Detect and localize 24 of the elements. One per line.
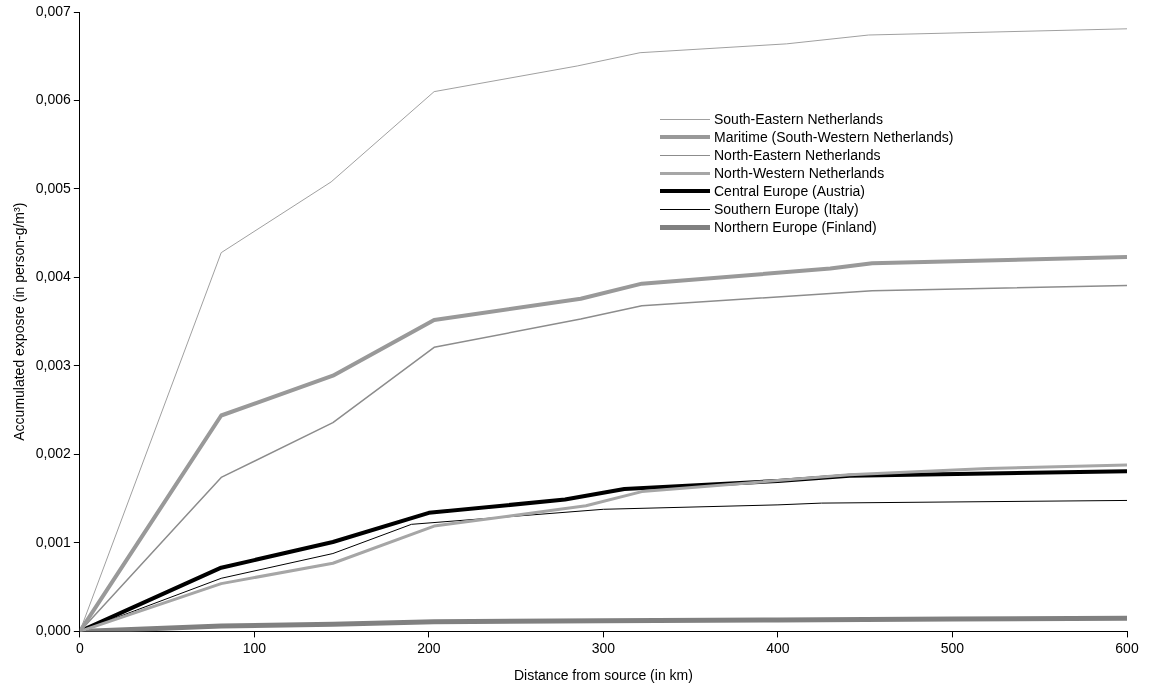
y-tick-label: 0,000	[35, 622, 72, 639]
legend-label: Maritime (South-Western Netherlands)	[714, 128, 954, 146]
y-tick-label: 0,007	[35, 2, 72, 19]
x-tick-label: 400	[766, 639, 790, 656]
x-tick-label: 600	[1115, 639, 1139, 656]
legend-label: Southern Europe (Italy)	[714, 200, 859, 218]
y-tick-label: 0,003	[35, 356, 72, 373]
legend-label: South-Eastern Netherlands	[714, 110, 883, 128]
y-tick-label: 0,002	[35, 445, 72, 462]
x-tick-label: 200	[417, 639, 441, 656]
legend-label: North-Western Netherlands	[714, 164, 885, 182]
y-tick-label: 0,001	[35, 533, 72, 550]
legend-label: North-Eastern Netherlands	[714, 146, 881, 164]
x-tick-label: 100	[242, 639, 267, 656]
y-axis-title: Accumulated exposre (in person-g/m³)	[11, 202, 28, 441]
y-tick-label: 0,006	[35, 91, 72, 108]
x-tick-label: 300	[591, 639, 616, 656]
x-tick-label: 500	[940, 639, 965, 656]
x-tick-label: 0	[75, 639, 84, 656]
legend-label: Northern Europe (Finland)	[714, 218, 877, 236]
y-tick-label: 0,004	[35, 268, 72, 285]
legend-label: Central Europe (Austria)	[714, 182, 865, 200]
y-tick-label: 0,005	[35, 179, 72, 196]
x-axis-title: Distance from source (in km)	[513, 667, 693, 684]
